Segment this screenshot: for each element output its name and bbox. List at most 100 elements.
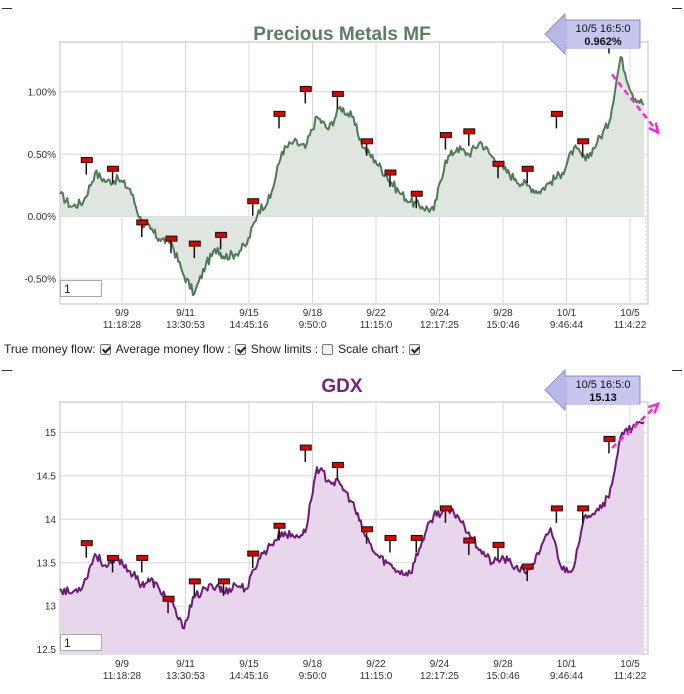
x-tick-label-date: 9/22	[366, 659, 386, 670]
marker-flag	[136, 554, 149, 561]
x-tick-label-time: 9:46:44	[550, 320, 584, 331]
marker-flag	[361, 138, 374, 145]
x-tick-label-date: 9/18	[303, 308, 323, 319]
series-area	[60, 422, 644, 654]
y-tick-label: 0.00%	[28, 212, 56, 223]
marker-flag	[188, 240, 201, 247]
x-tick-label-time: 12:17:25	[420, 671, 459, 682]
bottom-chart-input[interactable]: 1	[60, 634, 102, 651]
precious-metals-chart: Precious Metals MF 9/911:18:28 9/1113:30:5…	[24, 12, 660, 331]
x-tick-label-time: 14:45:16	[230, 671, 269, 682]
marker-flag	[273, 110, 286, 117]
true-money-flow-label: True money flow:	[4, 342, 96, 356]
y-tick-label: 13.5	[37, 558, 57, 569]
marker-flag	[247, 550, 260, 557]
x-tick-label-date: 10/5	[620, 308, 640, 319]
badge-value: 0.962%	[584, 36, 622, 48]
x-tick-label-date: 9/9	[115, 308, 129, 319]
marker-flag	[410, 534, 423, 541]
x-tick-label-date: 9/28	[493, 659, 513, 670]
marker-flag	[331, 90, 344, 97]
corner-mark-mid-left	[2, 370, 12, 371]
marker-flag	[273, 522, 286, 529]
y-tick-label: 0.50%	[28, 150, 56, 161]
scale-chart-checkbox[interactable]	[408, 343, 420, 355]
top-chart-input[interactable]: 1	[60, 280, 102, 297]
marker-flag	[107, 554, 120, 561]
value-badge: 10/5 16:5:015.13	[544, 368, 641, 412]
marker-flag	[550, 110, 563, 117]
marker-flag	[577, 138, 590, 145]
x-tick-label-date: 9/28	[493, 308, 513, 319]
marker-flag	[165, 235, 178, 242]
trend-arrow-line	[611, 73, 659, 134]
x-tick-label-time: 11:4:22	[614, 671, 647, 682]
marker-flag	[162, 595, 175, 602]
chart-title: Precious Metals MF	[253, 24, 430, 45]
series-line	[59, 56, 645, 297]
x-tick-label-time: 15:0:46	[486, 320, 520, 331]
marker-flag	[577, 505, 590, 512]
x-tick-label-date: 10/1	[557, 659, 577, 670]
series-line	[59, 421, 645, 630]
x-tick-label-time: 11:15:0	[360, 320, 393, 331]
x-tick-label-date: 9/24	[430, 308, 450, 319]
x-tick-label-time: 11:15:0	[360, 671, 393, 682]
trend-arrow-head	[648, 122, 660, 135]
marker-flag	[521, 165, 534, 172]
x-tick-label-date: 9/11	[176, 659, 195, 670]
average-money-flow-option: Average money flow :	[116, 342, 248, 356]
x-tick-label-time: 9:50:0	[299, 671, 327, 682]
marker-flag	[299, 444, 312, 451]
corner-mark-top-right	[672, 8, 682, 9]
marker-flag	[107, 165, 120, 172]
marker-flag	[439, 132, 452, 139]
value-badge: 10/5 16:5:00.962%	[544, 12, 641, 56]
marker-flag	[218, 578, 231, 585]
chart-title: GDX	[321, 376, 363, 397]
badge-time: 10/5 16:5:0	[575, 379, 630, 391]
marker-flag	[550, 505, 563, 512]
y-tick-label: 13	[45, 602, 57, 613]
marker-flag	[603, 435, 616, 442]
x-tick-label-date: 9/18	[303, 659, 323, 670]
x-tick-label-time: 14:45:16	[230, 320, 269, 331]
marker-flag	[384, 534, 397, 541]
true-money-flow-checkbox[interactable]	[99, 343, 111, 355]
scale-chart-label: Scale chart :	[338, 342, 405, 356]
badge-value: 15.13	[589, 392, 617, 404]
y-tick-label: 14	[45, 515, 57, 526]
marker-flag	[80, 157, 93, 164]
badge-time: 10/5 16:5:0	[575, 23, 630, 35]
x-tick-label-time: 12:17:25	[420, 320, 459, 331]
marker-flag	[463, 128, 476, 135]
marker-flag	[410, 190, 423, 197]
x-tick-label-time: 15:0:46	[486, 671, 520, 682]
marker-flag	[136, 219, 149, 226]
marker-flag	[384, 169, 397, 176]
x-tick-label-date: 10/1	[557, 308, 577, 319]
average-money-flow-label: Average money flow :	[115, 342, 231, 356]
scale-chart-option: Scale chart :	[338, 342, 422, 356]
x-tick-label-date: 9/24	[430, 659, 450, 670]
marker-flag	[80, 540, 93, 547]
show-limits-label: Show limits :	[250, 342, 319, 356]
x-tick-label-time: 11:18:28	[103, 671, 142, 682]
show-limits-checkbox[interactable]	[322, 343, 334, 355]
badge-panel	[567, 21, 639, 48]
marker-flag	[331, 461, 344, 468]
y-tick-label: 1.00%	[28, 87, 56, 98]
chart-options-row: True money flow: Average money flow : Sh…	[4, 341, 425, 357]
true-money-flow-option: True money flow:	[4, 342, 113, 356]
x-tick-label-time: 9:46:44	[550, 671, 584, 682]
average-money-flow-checkbox[interactable]	[234, 343, 246, 355]
x-tick-label-time: 13:30:53	[166, 320, 205, 331]
trend-arrow-head	[648, 401, 661, 414]
x-tick-label-date: 9/22	[366, 308, 386, 319]
x-tick-label-date: 9/15	[239, 308, 259, 319]
y-tick-label: 12.5	[37, 645, 57, 656]
x-tick-label-date: 9/11	[176, 308, 195, 319]
corner-mark-mid-right	[672, 370, 682, 371]
x-tick-label-time: 11:18:28	[103, 320, 142, 331]
